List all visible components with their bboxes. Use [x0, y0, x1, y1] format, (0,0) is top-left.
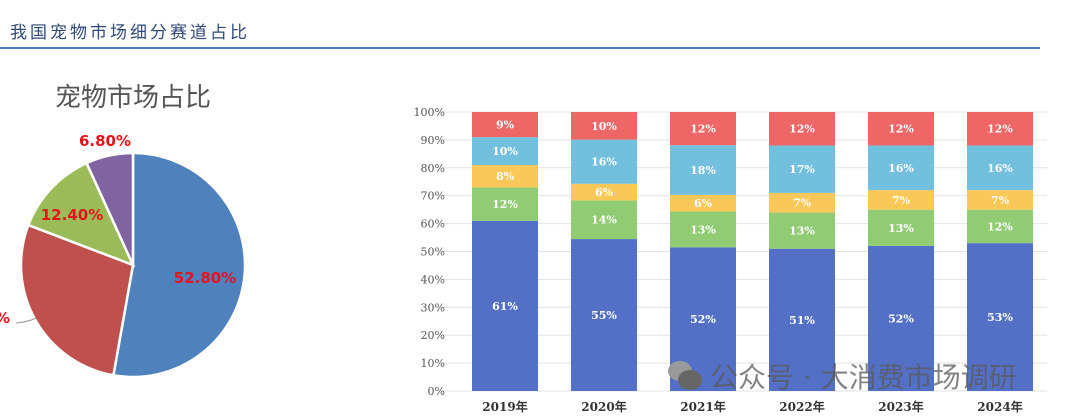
pie-slice — [111, 151, 247, 379]
y-tick-label: 30% — [421, 301, 445, 314]
x-tick-label: 2024年 — [977, 399, 1022, 414]
bar-data-label: 53% — [987, 311, 1013, 324]
wechat-icon — [668, 361, 702, 391]
y-tick-label: 0% — [428, 385, 445, 398]
bar-data-label: 7% — [991, 194, 1010, 207]
bar-data-label: 12% — [888, 123, 914, 136]
bar-data-label: 7% — [892, 194, 911, 207]
bar-segment — [868, 112, 934, 146]
bar-segment — [967, 190, 1033, 210]
pie-data-label: 6.80% — [79, 132, 131, 150]
x-tick-label: 2021年 — [680, 399, 725, 414]
bar-data-label: 51% — [789, 314, 815, 327]
bar-data-label: 13% — [888, 222, 914, 235]
bar-data-label: 6% — [595, 186, 614, 199]
bar-data-label: 7% — [793, 197, 812, 210]
bar-segment — [769, 145, 835, 193]
bar-segment — [670, 194, 736, 212]
y-tick-label: 50% — [421, 246, 445, 259]
leader-line — [15, 317, 37, 324]
bar-data-label: 16% — [987, 162, 1013, 175]
bar-segment — [472, 112, 538, 138]
bar-data-label: 14% — [591, 214, 617, 227]
y-tick-label: 40% — [421, 273, 445, 286]
bar-segment — [472, 165, 538, 188]
bar-data-label: 12% — [789, 123, 815, 136]
bar-data-label: 17% — [789, 163, 815, 176]
bar-segment — [967, 145, 1033, 191]
bar-data-label: 13% — [789, 225, 815, 238]
bar-segment — [571, 239, 637, 391]
bar-segment — [967, 243, 1033, 391]
bar-segment — [769, 248, 835, 391]
pie-data-label: 12.40% — [41, 206, 103, 224]
bar-segment — [472, 187, 538, 221]
x-tick-label: 2023年 — [878, 399, 923, 414]
bar-data-label: 8% — [496, 170, 515, 183]
pie-data-label: 28.00% — [0, 309, 10, 327]
bar-data-label: 55% — [591, 309, 617, 322]
bar-data-label: 61% — [492, 300, 518, 313]
pie-data-label: 52.80% — [174, 269, 236, 287]
bar-data-label: 12% — [690, 123, 716, 136]
y-tick-label: 90% — [421, 134, 445, 147]
bar-data-label: 52% — [888, 312, 914, 325]
pie-slice — [26, 161, 136, 268]
bar-segment — [868, 245, 934, 391]
bar-segment — [670, 211, 736, 248]
page-header-title: 我国宠物市场细分赛道占比 — [10, 23, 250, 43]
bar-data-label: 52% — [690, 313, 716, 326]
bar-segment — [571, 139, 637, 184]
bar-segment — [472, 220, 538, 391]
bar-segment — [967, 112, 1033, 146]
bar-data-label: 9% — [496, 119, 515, 132]
y-tick-label: 100% — [414, 106, 445, 119]
bar-segment — [571, 183, 637, 201]
y-tick-label: 60% — [421, 218, 445, 231]
bar-data-label: 16% — [888, 162, 914, 175]
bar-segment — [670, 145, 736, 195]
bar-data-label: 16% — [591, 156, 617, 169]
bar-segment — [868, 209, 934, 246]
y-tick-label: 20% — [421, 329, 445, 342]
bar-segment — [670, 112, 736, 146]
y-tick-label: 10% — [421, 357, 445, 370]
x-tick-label: 2020年 — [581, 399, 626, 414]
bar-data-label: 10% — [591, 120, 617, 133]
bar-segment — [967, 209, 1033, 244]
bar-data-label: 18% — [690, 164, 716, 177]
x-tick-label: 2019年 — [482, 399, 527, 414]
bar-segment — [571, 112, 637, 140]
pie-title: 宠物市场占比 — [55, 83, 211, 113]
bar-segment — [472, 137, 538, 166]
watermark-text: 公众号 · 大消费市场调研 — [710, 361, 1017, 394]
bar-segment — [769, 192, 835, 213]
bar-segment — [868, 145, 934, 191]
bar-data-label: 10% — [492, 145, 518, 158]
bar-segment — [868, 190, 934, 210]
x-tick-label: 2022年 — [779, 399, 824, 414]
bar-segment — [769, 112, 835, 146]
header-divider — [0, 47, 1040, 49]
bar-segment — [769, 212, 835, 249]
bar-data-label: 12% — [987, 220, 1013, 233]
pie-slice — [19, 223, 135, 377]
watermark: 公众号 · 大消费市场调研 — [668, 356, 1017, 396]
pie-slice — [84, 151, 135, 266]
bar-data-label: 12% — [492, 198, 518, 211]
y-tick-label: 70% — [421, 190, 445, 203]
bar-data-label: 6% — [694, 197, 713, 210]
bar-data-label: 13% — [690, 223, 716, 236]
y-tick-label: 80% — [421, 162, 445, 175]
bar-segment — [571, 200, 637, 240]
bar-data-label: 12% — [987, 123, 1013, 136]
